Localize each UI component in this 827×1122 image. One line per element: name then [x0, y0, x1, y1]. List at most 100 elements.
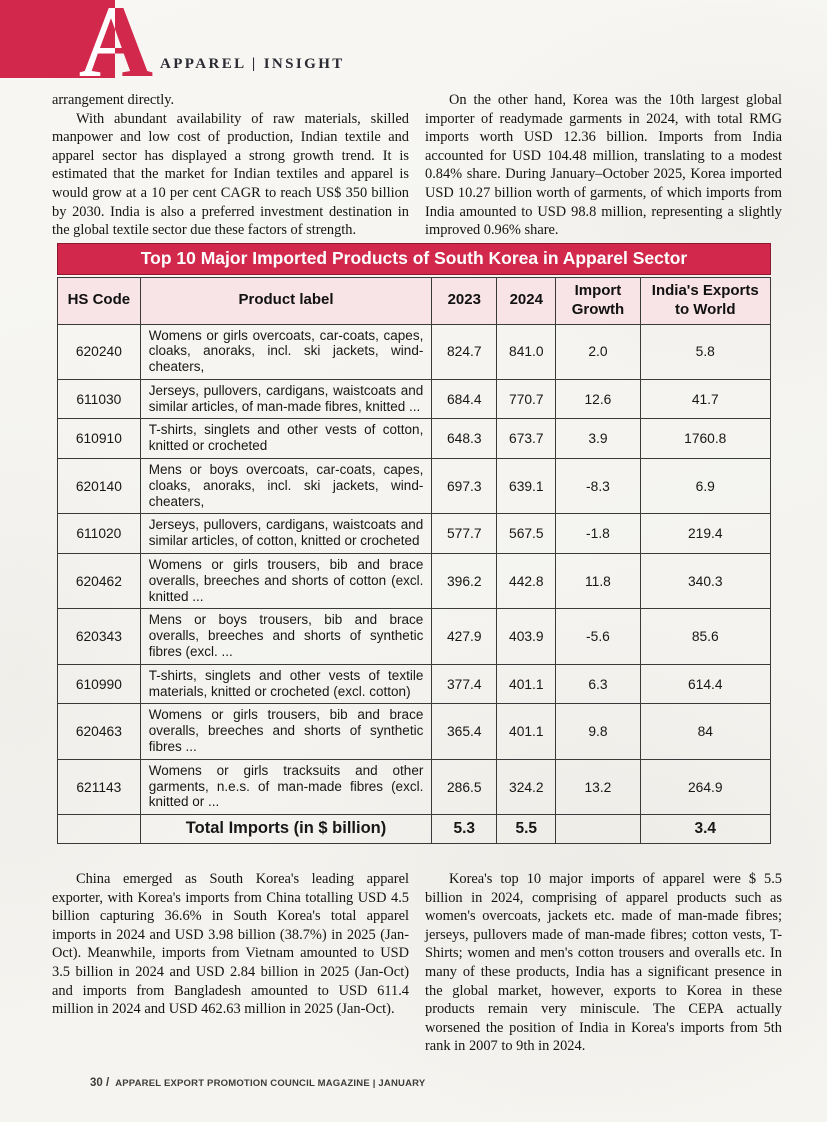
growth-cell: 9.8: [555, 703, 641, 760]
hs-code-cell: 620240: [57, 323, 141, 380]
value-2024-cell: 442.8: [496, 553, 557, 610]
table-row: 621143 Womens or girls tracksuits and ot…: [57, 758, 771, 816]
value-2024-cell: 673.7: [496, 418, 557, 460]
intro-section: arrangement directly. With abundant avai…: [52, 91, 782, 240]
intro-right-paragraph: On the other hand, Korea was the 10th la…: [425, 92, 782, 239]
exports-cell: 614.4: [639, 663, 771, 705]
exports-cell: 84: [639, 703, 771, 760]
hs-code-cell: 620463: [57, 703, 141, 760]
growth-cell: 11.8: [555, 553, 641, 610]
product-label-cell: Mens or boys trousers, bib and brace ove…: [139, 608, 433, 665]
page-footer: 30 / APPAREL EXPORT PROMOTION COUNCIL MA…: [90, 1077, 425, 1089]
product-label-cell: Womens or girls trousers, bib and brace …: [139, 553, 433, 610]
total-exports-cell: 3.4: [639, 814, 771, 844]
hs-code-cell: 610910: [57, 418, 141, 460]
value-2023-cell: 427.9: [431, 608, 498, 665]
intro-left-column: arrangement directly. With abundant avai…: [52, 91, 409, 240]
hs-code-cell: 611030: [57, 378, 141, 420]
apparel-council-logo: A A: [0, 0, 250, 91]
value-2024-cell: 403.9: [496, 608, 557, 665]
value-2023-cell: 286.5: [431, 758, 498, 816]
logo-a-icon: A A: [0, 0, 153, 86]
exports-cell: 41.7: [639, 378, 771, 420]
hs-code-cell: 610990: [57, 663, 141, 705]
value-2024-cell: 639.1: [496, 458, 557, 515]
intro-right-column: On the other hand, Korea was the 10th la…: [425, 91, 782, 240]
table-row: 620140 Mens or boys overcoats, car-coats…: [57, 458, 771, 515]
total-2023-cell: 5.3: [431, 814, 498, 844]
col-header-2024: 2024: [496, 277, 557, 325]
product-label-cell: Womens or girls tracksuits and other gar…: [139, 758, 433, 816]
analysis-left-column: China emerged as South Korea's leading a…: [52, 870, 409, 1056]
table-row: 620462 Womens or girls trousers, bib and…: [57, 553, 771, 610]
exports-cell: 85.6: [639, 608, 771, 665]
value-2023-cell: 824.7: [431, 323, 498, 380]
exports-cell: 264.9: [639, 758, 771, 816]
total-hs-empty-cell: [57, 814, 141, 844]
table-row: 611020 Jerseys, pullovers, cardigans, wa…: [57, 513, 771, 555]
hs-code-cell: 611020: [57, 513, 141, 555]
product-label-cell: Jerseys, pullovers, cardigans, waistcoat…: [139, 378, 433, 420]
hs-code-cell: 621143: [57, 758, 141, 816]
intro-left-paragraph-1: arrangement directly.: [52, 92, 175, 108]
growth-cell: -8.3: [555, 458, 641, 515]
intro-left-paragraph-2: With abundant availability of raw materi…: [52, 110, 409, 239]
value-2023-cell: 684.4: [431, 378, 498, 420]
value-2024-cell: 841.0: [496, 323, 557, 380]
value-2024-cell: 324.2: [496, 758, 557, 816]
svg-text:A: A: [79, 0, 153, 86]
svg-text:A: A: [79, 0, 153, 86]
growth-cell: -5.6: [555, 608, 641, 665]
page-number: 30 /: [90, 1077, 110, 1089]
col-header-product-label: Product label: [139, 277, 433, 325]
value-2024-cell: 567.5: [496, 513, 557, 555]
value-2023-cell: 697.3: [431, 458, 498, 515]
value-2023-cell: 365.4: [431, 703, 498, 760]
hs-code-cell: 620140: [57, 458, 141, 515]
product-label-cell: Mens or boys overcoats, car-coats, capes…: [139, 458, 433, 515]
table-total-row: Total Imports (in $ billion) 5.3 5.5 3.4: [57, 814, 771, 844]
value-2023-cell: 396.2: [431, 553, 498, 610]
product-label-cell: Jerseys, pullovers, cardigans, waistcoat…: [139, 513, 433, 555]
value-2023-cell: 648.3: [431, 418, 498, 460]
col-header-india-exports: India's Exports to World: [639, 277, 771, 325]
table-row: 610990 T-shirts, singlets and other vest…: [57, 663, 771, 705]
growth-cell: 2.0: [555, 323, 641, 380]
growth-cell: 12.6: [555, 378, 641, 420]
table-row: 620343 Mens or boys trousers, bib and br…: [57, 608, 771, 665]
product-label-cell: Womens or girls overcoats, car-coats, ca…: [139, 323, 433, 380]
analysis-right-column: Korea's top 10 major imports of apparel …: [425, 870, 782, 1056]
exports-cell: 5.8: [639, 323, 771, 380]
table-title: Top 10 Major Imported Products of South …: [57, 243, 771, 275]
table-row: 620463 Womens or girls trousers, bib and…: [57, 703, 771, 760]
total-growth-empty-cell: [555, 814, 641, 844]
growth-cell: 3.9: [555, 418, 641, 460]
exports-cell: 219.4: [639, 513, 771, 555]
value-2024-cell: 401.1: [496, 703, 557, 760]
col-header-import-growth: Import Growth: [555, 277, 641, 325]
growth-cell: 6.3: [555, 663, 641, 705]
value-2023-cell: 377.4: [431, 663, 498, 705]
value-2024-cell: 401.1: [496, 663, 557, 705]
imports-table: HS Code Product label 2023 2024 Import G…: [57, 277, 771, 844]
footer-text: APPAREL EXPORT PROMOTION COUNCIL MAGAZIN…: [115, 1078, 426, 1089]
exports-cell: 1760.8: [639, 418, 771, 460]
product-label-cell: T-shirts, singlets and other vests of te…: [139, 663, 433, 705]
table-row: 620240 Womens or girls overcoats, car-co…: [57, 323, 771, 380]
col-header-hs-code: HS Code: [57, 277, 141, 325]
analysis-section: China emerged as South Korea's leading a…: [52, 870, 782, 1056]
total-2024-cell: 5.5: [496, 814, 557, 844]
brand-title: APPAREL | INSIGHT: [160, 56, 345, 72]
value-2023-cell: 577.7: [431, 513, 498, 555]
value-2024-cell: 770.7: [496, 378, 557, 420]
hs-code-cell: 620343: [57, 608, 141, 665]
analysis-left-paragraph: China emerged as South Korea's leading a…: [52, 871, 409, 1018]
table-row: 611030 Jerseys, pullovers, cardigans, wa…: [57, 378, 771, 420]
analysis-right-paragraph: Korea's top 10 major imports of apparel …: [425, 871, 782, 1055]
hs-code-cell: 620462: [57, 553, 141, 610]
exports-cell: 6.9: [639, 458, 771, 515]
product-label-cell: Womens or girls trousers, bib and brace …: [139, 703, 433, 760]
total-label-cell: Total Imports (in $ billion): [139, 814, 433, 844]
growth-cell: -1.8: [555, 513, 641, 555]
